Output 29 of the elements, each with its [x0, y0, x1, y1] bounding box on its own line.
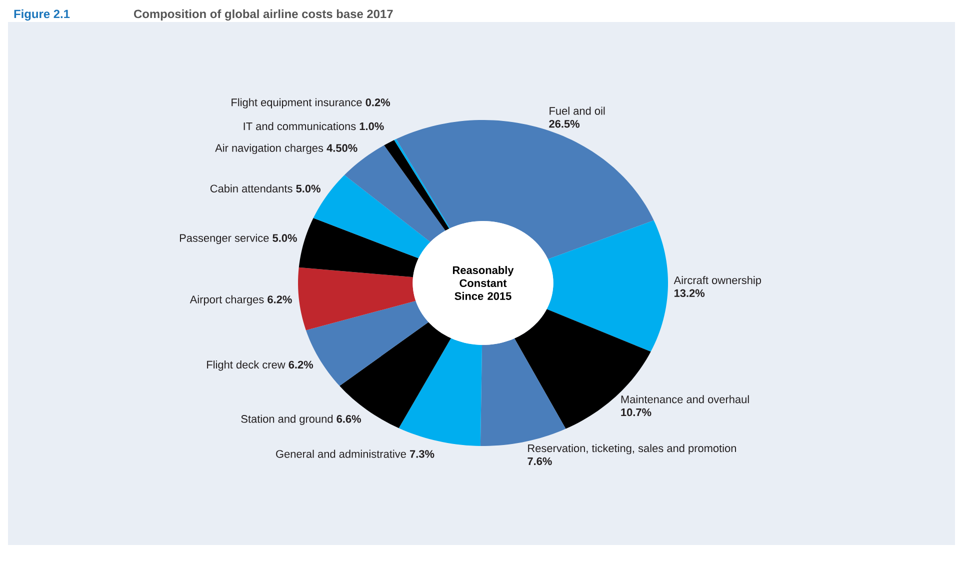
data-label: 4.50% — [326, 144, 358, 152]
text: Figure 2.1 — [14, 9, 70, 21]
text: Reasonably Constant Since 2015 — [452, 266, 514, 300]
data-label: 0.2% — [366, 98, 390, 106]
slice-label: Reservation, ticketing, sales and promotion — [528, 444, 736, 454]
slice-label: Aircraft ownership — [674, 276, 762, 286]
data-label: 6.6% — [336, 415, 362, 423]
slice-label: Fuel and oil — [550, 106, 605, 115]
slice-label: Airport charges — [190, 295, 264, 306]
chart-subtitle: Composition of global airline costs base 2017 — [134, 9, 393, 21]
slice-label: Cabin attendants — [210, 184, 292, 192]
slice-label: Flight deck crew — [207, 360, 286, 371]
slice-label: Maintenance and overhaul — [621, 395, 749, 404]
data-label: 7.6% — [528, 457, 552, 466]
data-label: 6.2% — [288, 360, 314, 369]
slice-label: Station and ground — [241, 414, 333, 425]
data-label: 10.7% — [621, 408, 652, 416]
slice-label: General and administrative — [276, 450, 406, 458]
data-label: 7.3% — [410, 450, 434, 458]
data-label: 1.0% — [360, 122, 384, 130]
data-label: 5.0% — [296, 184, 320, 192]
data-label: 5.0% — [272, 234, 297, 242]
slice-label: Air navigation charges — [215, 144, 324, 154]
data-label: 13.2% — [674, 289, 705, 298]
slice-label: Passenger service — [180, 234, 269, 244]
data-label: 26.5% — [549, 120, 580, 128]
data-label: 6.2% — [268, 296, 292, 304]
slice-label: IT and communications — [244, 122, 356, 130]
slice-label: Flight equipment insurance — [232, 98, 362, 108]
